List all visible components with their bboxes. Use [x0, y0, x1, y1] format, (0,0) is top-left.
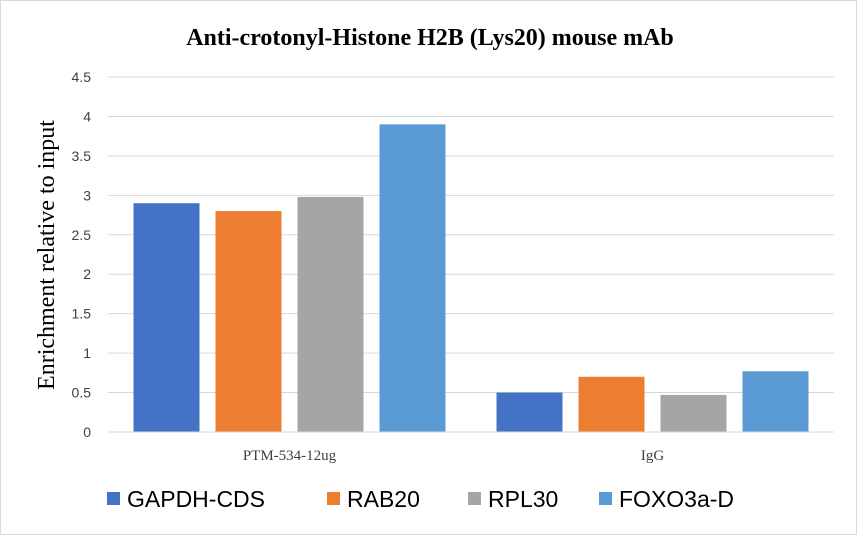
bars [133, 124, 809, 432]
legend-label: FOXO3a-D [619, 486, 734, 512]
legend-swatch [468, 492, 481, 505]
legend-swatch [327, 492, 340, 505]
x-category-label: IgG [641, 448, 664, 464]
bar-rpl30-0 [297, 196, 364, 432]
bar-rab20-1 [578, 376, 645, 432]
y-tick-label: 2.5 [72, 227, 92, 243]
y-tick-label: 1.5 [72, 306, 92, 322]
chart-title: Anti-crotonyl-Histone H2B (Lys20) mouse … [186, 25, 674, 51]
y-tick-label: 0.5 [72, 385, 92, 401]
y-tick-label: 3.5 [72, 148, 92, 164]
bar-gapdh-cds-0 [133, 203, 200, 432]
bar-rab20-0 [215, 211, 282, 432]
x-axis-categories: PTM-534-12ug IgG [243, 448, 665, 464]
bar-rpl30-1 [660, 394, 727, 432]
y-tick-label: 3 [83, 187, 91, 203]
bar-foxo3a-d-0 [379, 124, 446, 432]
bar-foxo3a-d-1 [742, 371, 809, 432]
legend-label: RAB20 [347, 486, 420, 512]
y-axis-ticks: 0 0.5 1 1.5 2 2.5 3 3.5 4 4.5 [72, 69, 92, 440]
bar-gapdh-cds-1 [496, 392, 563, 432]
legend: GAPDH-CDS RAB20 RPL30 FOXO3a-D [107, 486, 734, 512]
y-tick-label: 4.5 [72, 69, 92, 85]
legend-label: GAPDH-CDS [127, 486, 265, 512]
y-tick-label: 1 [83, 345, 91, 361]
legend-swatch [107, 492, 120, 505]
legend-label: RPL30 [488, 486, 558, 512]
x-category-label: PTM-534-12ug [243, 448, 337, 464]
legend-swatch [599, 492, 612, 505]
y-tick-label: 4 [83, 108, 91, 124]
y-tick-label: 0 [83, 424, 91, 440]
y-tick-label: 2 [83, 266, 91, 282]
y-axis-label: Enrichment relative to input [34, 120, 60, 390]
